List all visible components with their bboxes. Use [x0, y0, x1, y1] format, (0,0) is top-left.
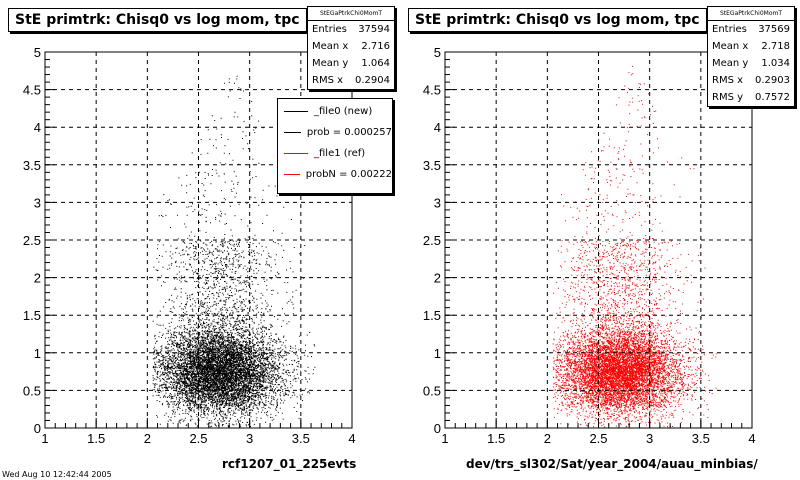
y-tick-label: 2 — [34, 271, 41, 286]
right-stats-row: Mean y 1.034 — [712, 58, 790, 69]
right-plot-title: StE primtrk: Chisq0 vs log mom, tpc — [408, 8, 707, 32]
y-tick-label: 0 — [434, 421, 441, 436]
y-tick-label: 5 — [34, 45, 41, 60]
x-tick-label: 3 — [246, 431, 253, 446]
y-tick-label: 0 — [34, 421, 41, 436]
x-tick-label: 4 — [348, 431, 355, 446]
y-tick-label: 3.5 — [23, 158, 41, 173]
y-tick-label: 0.5 — [23, 383, 41, 398]
left-stats-header: StEGaPtrkChi0MomT — [308, 7, 394, 21]
y-tick-label: 1.5 — [423, 308, 441, 323]
legend-line-red — [284, 153, 308, 154]
scatter-points — [552, 65, 717, 428]
x-tick-label: 2.5 — [589, 431, 607, 446]
left-scatter-plot: 1 1.5 2 2.5 3 3.5 4 0 0.5 1 1.5 2 2.5 3 3.5 4 4.5 5 — [23, 45, 356, 446]
y-tick-label: 4 — [434, 120, 441, 135]
right-stats-box: StEGaPtrkChi0MomT Entries 37569 Mean x 2.7… — [707, 6, 795, 107]
x-tick-label: 3.5 — [292, 431, 310, 446]
y-tick-label: 1 — [34, 346, 41, 361]
x-tick-label: 2 — [144, 431, 151, 446]
datestamp: Wed Aug 10 12:42:44 2005 — [2, 470, 112, 479]
legend-line-black — [284, 111, 308, 112]
y-tick-label: 1 — [434, 346, 441, 361]
x-tick-label: 1 — [441, 431, 448, 446]
y-tick-label: 3 — [34, 195, 41, 210]
left-pad: 1 1.5 2 2.5 3 3.5 4 0 0.5 1 1.5 2 2.5 3 3.5 4 4.5 5 StE p… — [8, 6, 395, 471]
legend-entry: prob = 0.000257 — [278, 122, 392, 143]
scatter-markers — [152, 75, 316, 428]
scatter-points — [152, 75, 316, 428]
legend-entry: probN = 0.00222 — [278, 164, 392, 185]
legend-box: _file0 (new) prob = 0.000257 _file1 (ref… — [277, 98, 393, 194]
right-scatter-plot: 1 1.5 2 2.5 3 3.5 4 0 0.5 1 1.5 2 2.5 3 3.5 4 4.5 5 — [423, 45, 756, 446]
x-tick-label: 3.5 — [692, 431, 710, 446]
x-tick-label: 4 — [748, 431, 755, 446]
x-tick-label: 2 — [544, 431, 551, 446]
x-tick-label: 1.5 — [487, 431, 505, 446]
right-stats-row: Entries 37569 — [712, 24, 790, 35]
left-plot-title: StE primtrk: Chisq0 vs log mom, tpc — [8, 8, 307, 32]
x-tick-label: 2.5 — [189, 431, 207, 446]
y-tick-label: 1.5 — [23, 308, 41, 323]
y-tick-label: 2.5 — [423, 233, 441, 248]
y-tick-label: 4.5 — [423, 83, 441, 98]
y-tick-label: 5 — [434, 45, 441, 60]
x-tick-label: 1 — [41, 431, 48, 446]
y-tick-label: 4 — [34, 120, 41, 135]
left-stats-row: Mean x 2.716 — [312, 41, 390, 52]
right-stats-row: Mean x 2.718 — [712, 41, 790, 52]
right-stats-header: StEGaPtrkChi0MomT — [708, 7, 794, 21]
left-x-axis-label: rcf1207_01_225evts — [222, 457, 357, 471]
y-tick-label: 4.5 — [23, 83, 41, 98]
right-stats-row: RMS x 0.2903 — [712, 75, 790, 86]
x-tick-label: 3 — [646, 431, 653, 446]
left-stats-row: Entries 37594 — [312, 24, 390, 35]
left-stats-row: Mean y 1.064 — [312, 58, 390, 69]
x-tick-label: 1.5 — [87, 431, 105, 446]
y-tick-label: 2.5 — [23, 233, 41, 248]
legend-entry: _file0 (new) — [278, 101, 392, 122]
legend-line-black — [284, 132, 301, 133]
y-tick-label: 3 — [434, 195, 441, 210]
left-stats-box: StEGaPtrkChi0MomT Entries 37594 Mean x 2.7… — [307, 6, 395, 90]
legend-line-red — [284, 174, 300, 175]
left-stats-row: RMS x 0.2904 — [312, 75, 390, 86]
legend-entry: _file1 (ref) — [278, 143, 392, 164]
y-tick-label: 0.5 — [423, 383, 441, 398]
right-stats-row: RMS y 0.7572 — [712, 92, 790, 103]
right-pad: 1 1.5 2 2.5 3 3.5 4 0 0.5 1 1.5 2 2.5 3 3.5 4 4.5 5 StE p… — [400, 0, 800, 480]
y-tick-label: 3.5 — [423, 158, 441, 173]
scatter-markers — [552, 65, 717, 428]
y-tick-label: 2 — [434, 271, 441, 286]
right-x-axis-label: dev/trs_sl302/Sat/year_2004/auau_minbias… — [466, 457, 758, 471]
